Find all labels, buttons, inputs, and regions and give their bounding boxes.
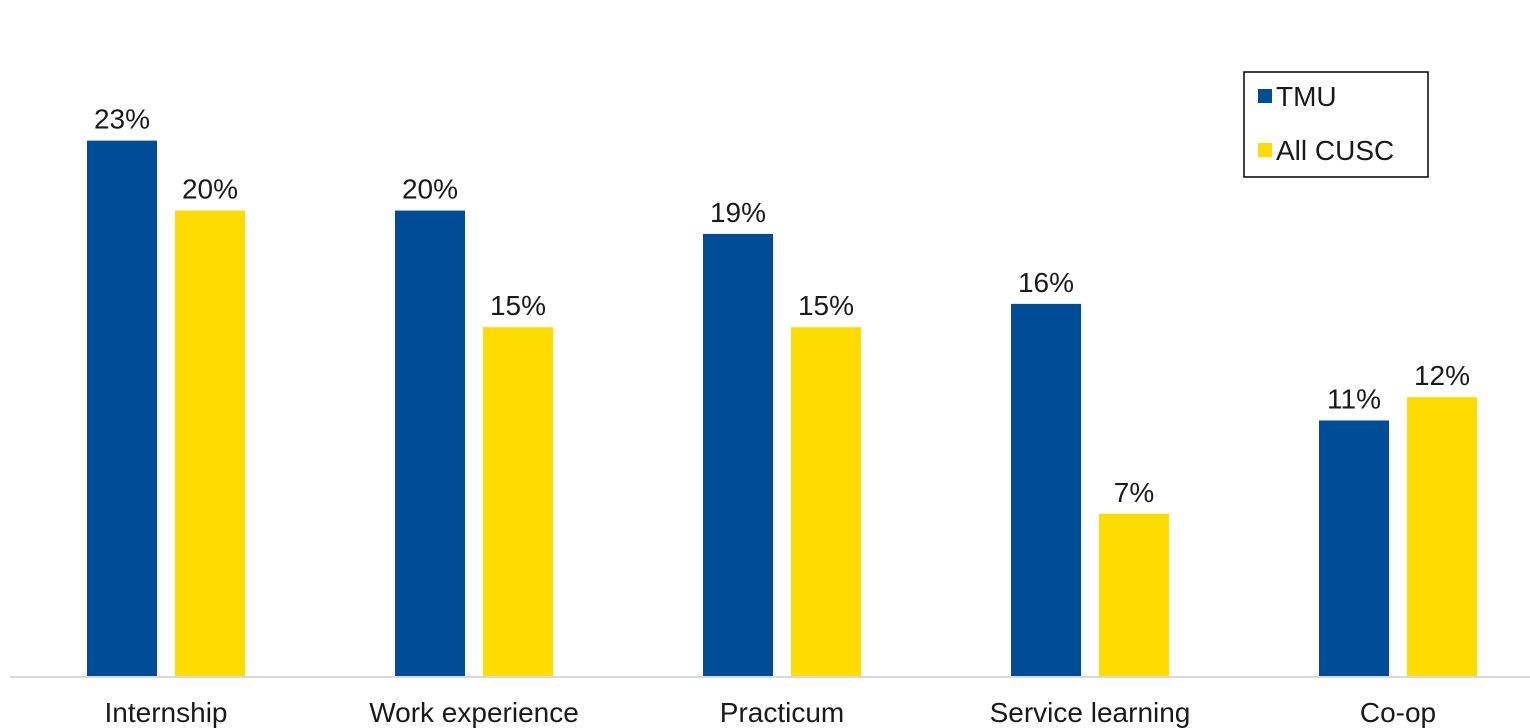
category-label-practicum: Practicum [720,697,844,728]
category-label-co-op: Co-op [1360,697,1436,728]
value-label-tmu-co-op: 11% [1327,383,1381,414]
bar-all-cusc-practicum [791,327,861,677]
legend-swatch-tmu [1258,89,1272,103]
bar-tmu-co-op [1319,420,1389,677]
legend-border [1243,71,1429,178]
bar-tmu-service-learning [1011,303,1081,677]
legend-swatch-all-cusc [1258,143,1272,157]
value-labels-group: 23% 20% 19% 16% 11% 20% 15% 15% 7% 12% [94,104,1470,508]
bar-all-cusc-co-op [1407,397,1477,677]
value-label-all-cusc-co-op: 12% [1414,360,1470,391]
legend-label-all-cusc: All CUSC [1276,135,1394,166]
value-label-tmu-internship: 23% [94,104,150,135]
value-label-all-cusc-practicum: 15% [798,290,854,321]
value-label-tmu-service-learning: 16% [1018,267,1074,298]
bar-all-cusc-service-learning [1099,513,1169,677]
value-label-all-cusc-service-learning: 7% [1114,477,1154,508]
value-label-tmu-work-experience: 20% [402,174,458,205]
value-label-all-cusc-internship: 20% [182,174,238,205]
bar-tmu-practicum [703,233,773,677]
bar-tmu-internship [87,140,157,678]
value-label-all-cusc-work-experience: 15% [490,290,546,321]
legend-label-tmu: TMU [1276,81,1337,112]
bar-tmu-work-experience [395,210,465,677]
bar-all-cusc-work-experience [483,327,553,677]
bar-all-cusc-internship [175,210,245,677]
value-label-tmu-practicum: 19% [710,197,766,228]
legend: TMU All CUSC [1243,71,1429,178]
category-labels-group: Internship Work experience Practicum Servic… [105,697,1437,728]
category-label-service-learning: Service learning [990,697,1191,728]
category-label-work-experience: Work experience [369,697,579,728]
bars-group [87,140,1477,678]
category-label-internship: Internship [105,697,228,728]
